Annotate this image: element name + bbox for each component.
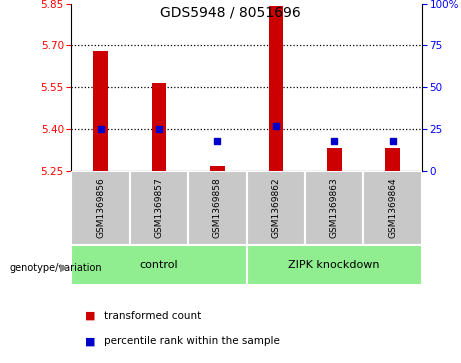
Text: GDS5948 / 8051696: GDS5948 / 8051696 xyxy=(160,5,301,20)
Bar xyxy=(268,7,283,171)
Bar xyxy=(305,171,363,245)
Text: control: control xyxy=(140,260,178,270)
Bar xyxy=(327,148,342,171)
Text: GSM1369863: GSM1369863 xyxy=(330,178,339,238)
Bar xyxy=(71,171,130,245)
Bar xyxy=(188,171,247,245)
Text: percentile rank within the sample: percentile rank within the sample xyxy=(104,336,280,346)
Text: ▶: ▶ xyxy=(60,263,68,273)
Text: ■: ■ xyxy=(85,311,96,321)
Bar xyxy=(363,171,422,245)
Text: GSM1369858: GSM1369858 xyxy=(213,178,222,238)
Bar xyxy=(385,148,400,171)
Text: GSM1369864: GSM1369864 xyxy=(388,178,397,238)
Text: transformed count: transformed count xyxy=(104,311,201,321)
Text: GSM1369862: GSM1369862 xyxy=(272,178,280,238)
Bar xyxy=(130,171,188,245)
Text: ■: ■ xyxy=(85,336,96,346)
Text: GSM1369856: GSM1369856 xyxy=(96,178,105,238)
Bar xyxy=(71,245,247,285)
Bar xyxy=(210,166,225,171)
Text: ZIPK knockdown: ZIPK knockdown xyxy=(289,260,380,270)
Text: genotype/variation: genotype/variation xyxy=(9,263,102,273)
Bar xyxy=(247,171,305,245)
Text: GSM1369857: GSM1369857 xyxy=(154,178,164,238)
Bar xyxy=(247,245,422,285)
Bar xyxy=(152,83,166,171)
Bar xyxy=(93,51,108,171)
